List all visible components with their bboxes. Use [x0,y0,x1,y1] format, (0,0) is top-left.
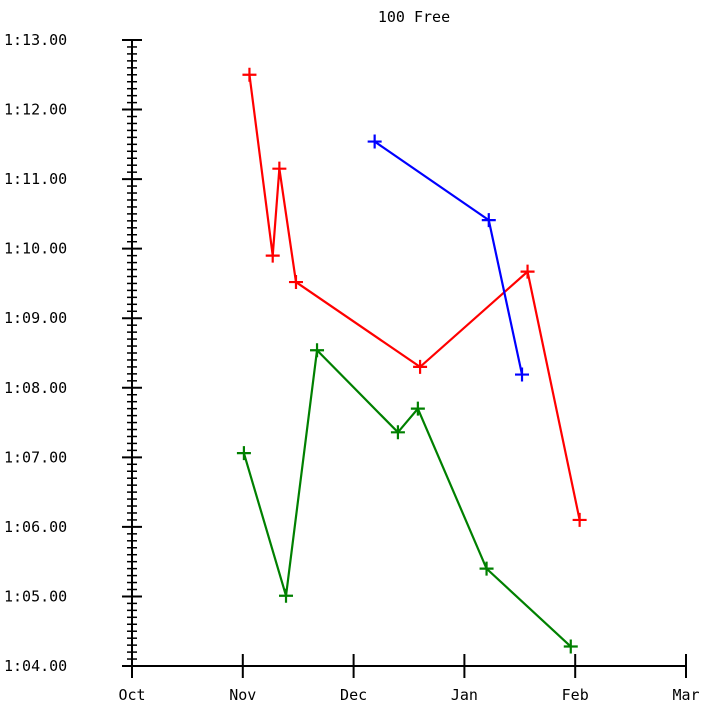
data-point-marker [515,367,530,382]
series-3 [236,343,578,654]
data-point-marker [481,213,496,228]
data-point-marker [279,588,294,603]
data-point-marker [288,275,303,290]
y-tick-label: 1:13.00 [4,31,67,49]
data-point-marker [265,248,280,263]
y-tick-label: 1:12.00 [4,101,67,119]
x-tick-label: Nov [229,686,256,704]
x-tick-label: Jan [451,686,478,704]
data-point-marker [520,264,535,279]
y-tick-label: 1:06.00 [4,518,67,536]
series-line [242,347,572,648]
data-point-marker [367,134,382,149]
y-tick-label: 1:07.00 [4,448,67,466]
y-tick-label: 1:09.00 [4,309,67,327]
data-point-marker [390,425,405,440]
series-line [374,140,524,375]
data-point-marker [310,343,325,358]
y-tick-label: 1:05.00 [4,587,67,605]
x-tick-label: Oct [118,686,145,704]
data-point-marker [410,401,425,416]
series-2 [367,134,530,382]
x-tick-label: Feb [562,686,589,704]
data-point-marker [272,161,287,176]
chart-title: 100 Free [378,8,450,26]
series-line [248,74,581,521]
y-tick-label: 1:11.00 [4,170,67,188]
y-tick-label: 1:10.00 [4,240,67,258]
data-point-marker [563,639,578,654]
axes: 1:04.00 1:05.00 1:06.00 1:07.00 1:08.00 1:09.… [4,31,700,704]
data-point-marker [413,359,428,374]
data-point-marker [572,512,587,527]
x-tick-label: Dec [340,686,367,704]
data-point-marker [242,67,257,82]
series-layer [236,67,587,654]
y-tick-label: 1:04.00 [4,657,67,675]
series-1 [242,67,587,527]
y-tick-label: 1:08.00 [4,379,67,397]
data-point-marker [479,561,494,576]
x-tick-label: Mar [672,686,699,704]
data-point-marker [236,446,251,461]
